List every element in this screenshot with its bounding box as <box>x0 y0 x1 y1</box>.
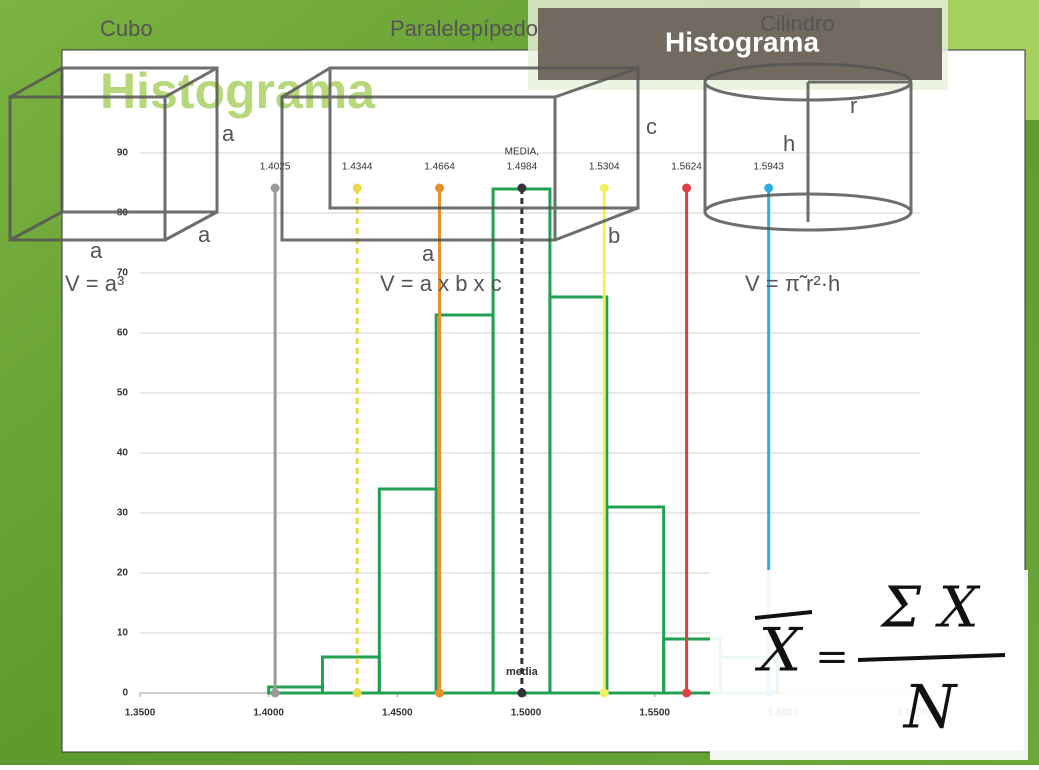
formula-lhs: X <box>755 616 804 686</box>
formula-numerator: Σ X <box>879 576 980 641</box>
y-tick-label: 50 <box>117 388 129 399</box>
reference-marker <box>682 689 691 698</box>
reference-marker-label: media <box>506 666 539 678</box>
slide: Histograma Histograma 010203040506070809… <box>0 0 1039 765</box>
reference-marker <box>764 184 773 193</box>
reference-label: 1.5304 <box>589 162 620 173</box>
formula-equals: = <box>815 634 849 680</box>
reference-label: 1.4984 <box>507 162 538 173</box>
y-tick-label: 90 <box>117 148 129 159</box>
reference-label: 1.5624 <box>671 162 702 173</box>
x-tick-label: 1.3500 <box>125 708 156 719</box>
box-edge: c <box>646 114 657 139</box>
reference-label: 1.4344 <box>342 162 373 173</box>
reference-marker <box>271 689 280 698</box>
reference-marker <box>435 184 444 193</box>
reference-marker <box>682 184 691 193</box>
formula-denominator: N <box>902 673 959 743</box>
reference-marker <box>517 689 526 698</box>
reference-marker <box>353 184 362 193</box>
reference-marker <box>353 689 362 698</box>
y-tick-label: 0 <box>122 688 128 699</box>
x-tick-label: 1.4500 <box>382 708 413 719</box>
box-edge: b <box>608 223 620 248</box>
x-tick-label: 1.5000 <box>511 708 542 719</box>
box-formula: V = a x b x c <box>380 271 502 296</box>
reference-marker <box>517 184 526 193</box>
x-tick-label: 1.4000 <box>253 708 284 719</box>
reference-marker <box>600 689 609 698</box>
cube-edge: a <box>222 121 235 146</box>
cube-name: Cubo <box>100 16 153 41</box>
y-tick-label: 40 <box>117 448 129 459</box>
cylinder-radius: r <box>850 93 857 118</box>
y-tick-label: 30 <box>117 508 129 519</box>
y-tick-label: 10 <box>117 628 129 639</box>
y-tick-label: 60 <box>117 328 129 339</box>
y-tick-label: 20 <box>117 568 129 579</box>
reference-marker <box>271 184 280 193</box>
reference-label: 1.4664 <box>424 162 455 173</box>
cube-formula: V = a³ <box>65 271 124 296</box>
cylinder-height: h <box>783 131 795 156</box>
cylinder-formula: V = π̃ r²·h <box>745 271 840 296</box>
x-tick-label: 1.5500 <box>639 708 670 719</box>
cube-edge: a <box>90 238 103 263</box>
reference-name: MEDIA, <box>505 147 539 158</box>
box-name: Paralelepípedo <box>390 16 538 41</box>
reference-label: 1.5943 <box>753 162 784 173</box>
cylinder-name: Cilindro <box>760 11 835 36</box>
box-edge: a <box>422 241 435 266</box>
reference-marker <box>600 184 609 193</box>
reference-label: 1.4025 <box>260 162 291 173</box>
reference-marker <box>435 689 444 698</box>
slide-title: Histograma <box>100 63 376 119</box>
cube-edge: a <box>198 222 211 247</box>
